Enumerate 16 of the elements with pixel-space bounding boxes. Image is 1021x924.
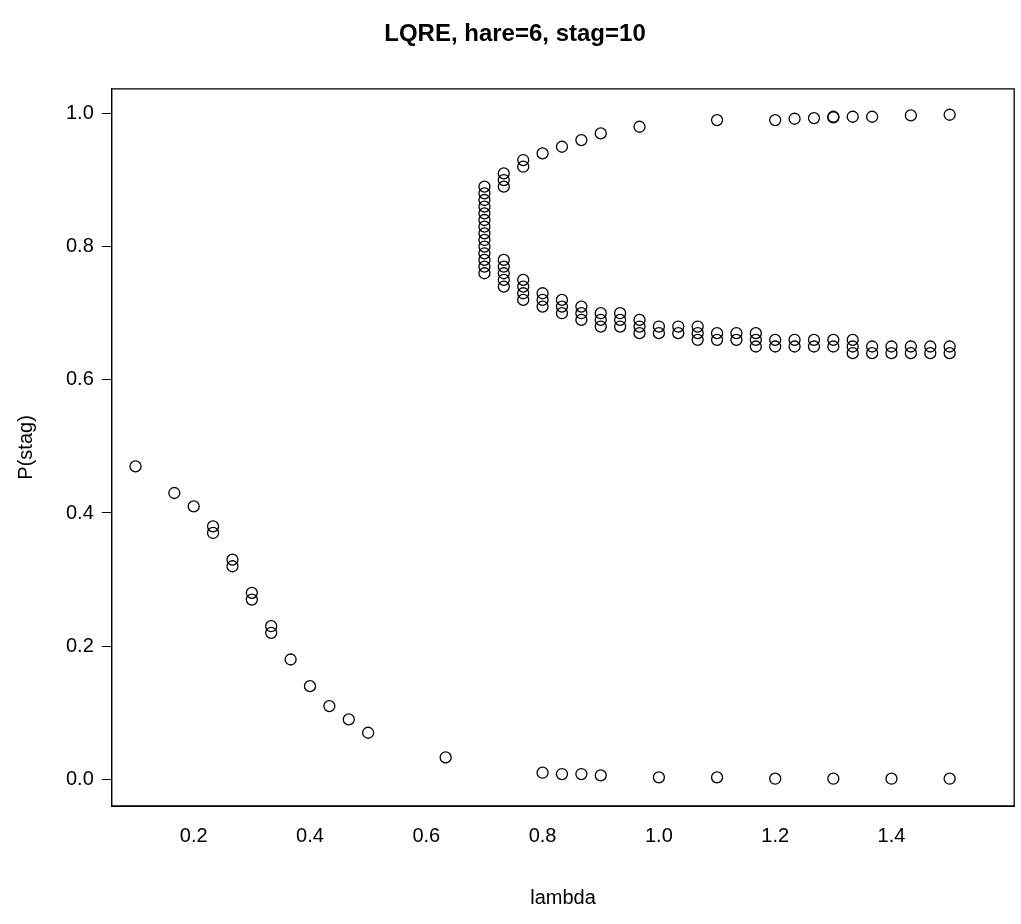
y-tick-label: 0.6 (65, 367, 94, 390)
y-tick-label: 0.4 (65, 500, 94, 523)
x-tick-label: 1.0 (644, 823, 673, 846)
x-tick-label: 1.4 (877, 823, 906, 846)
y-tick-label: 0.2 (65, 633, 94, 656)
chart-title: LQRE, hare=6, stag=10 (384, 19, 646, 47)
y-tick-label: 1.0 (65, 100, 94, 123)
x-axis-title: lambda (530, 885, 597, 908)
x-tick-label: 1.2 (761, 823, 790, 846)
y-tick-label: 0.8 (65, 234, 94, 257)
y-tick-label: 0.0 (65, 766, 94, 789)
x-tick-label: 0.2 (179, 823, 208, 846)
x-tick-label: 0.6 (412, 823, 441, 846)
x-tick-label: 0.8 (528, 823, 557, 846)
y-axis-title: P(stag) (13, 415, 36, 480)
x-tick-label: 0.4 (296, 823, 324, 846)
